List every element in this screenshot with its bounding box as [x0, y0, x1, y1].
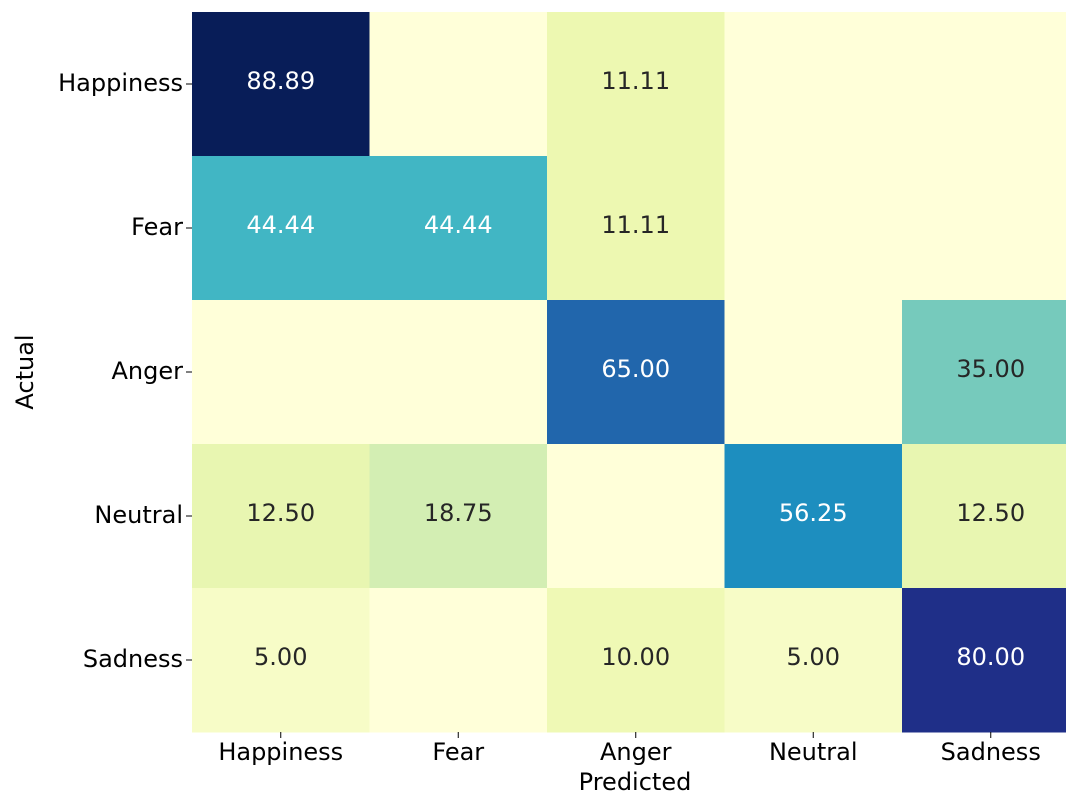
cell	[369, 12, 548, 157]
y-axis-title: Actual	[11, 334, 39, 409]
cell-label: 11.11	[601, 211, 670, 239]
cell	[192, 12, 370, 157]
cell	[192, 444, 370, 589]
cell	[192, 300, 370, 445]
cell-label: 56.25	[779, 499, 848, 527]
cell-label: 11.11	[601, 67, 670, 95]
cell	[547, 588, 725, 733]
x-tick-label: Anger	[600, 738, 672, 766]
cell-label: 88.89	[246, 67, 315, 95]
cell	[369, 156, 548, 301]
y-tick-label: Neutral	[94, 501, 183, 529]
cell-label: 18.75	[424, 499, 493, 527]
cell	[369, 300, 548, 445]
cell-label: 44.44	[246, 211, 315, 239]
cell	[902, 444, 1066, 589]
cell	[547, 300, 725, 445]
cell	[369, 588, 548, 733]
cell	[724, 444, 903, 589]
cell	[547, 444, 725, 589]
cell-label: 10.00	[601, 643, 670, 671]
cell-label: 65.00	[601, 355, 670, 383]
cell	[724, 300, 903, 445]
cell	[192, 588, 370, 733]
cell-label: 5.00	[787, 643, 840, 671]
cell-label: 12.50	[956, 499, 1025, 527]
cell-label: 12.50	[246, 499, 315, 527]
cell-label: 5.00	[254, 643, 307, 671]
cell	[724, 156, 903, 301]
x-tick-label: Fear	[432, 738, 484, 766]
cell	[547, 156, 725, 301]
x-tick-label: Neutral	[769, 738, 858, 766]
cell-label: 80.00	[956, 643, 1025, 671]
cell	[902, 12, 1066, 157]
x-tick-label: Happiness	[218, 738, 343, 766]
cell	[724, 12, 903, 157]
y-tick-label: Happiness	[58, 69, 183, 97]
cell-label: 35.00	[956, 355, 1025, 383]
cell	[547, 12, 725, 157]
x-axis-title: Predicted	[579, 768, 692, 794]
y-tick-label: Sadness	[83, 645, 183, 673]
cell-label: 44.44	[424, 211, 493, 239]
cell	[724, 588, 903, 733]
x-tick-label: Sadness	[941, 738, 1041, 766]
cell	[902, 156, 1066, 301]
cell	[902, 588, 1066, 733]
cell	[369, 444, 548, 589]
y-tick-label: Anger	[112, 357, 184, 385]
y-tick-label: Fear	[131, 213, 183, 241]
cell	[902, 300, 1066, 445]
cell	[192, 156, 370, 301]
